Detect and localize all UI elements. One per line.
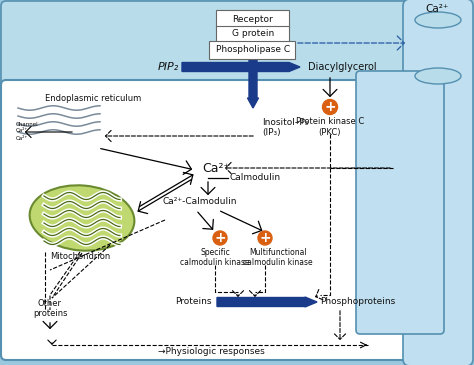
FancyArrow shape — [247, 58, 258, 108]
Text: Phosphoproteins: Phosphoproteins — [320, 297, 395, 307]
Text: Phospholipase C: Phospholipase C — [216, 46, 290, 54]
Text: Endoplasmic reticulum: Endoplasmic reticulum — [45, 94, 141, 103]
FancyBboxPatch shape — [217, 9, 290, 27]
Circle shape — [213, 231, 227, 245]
Text: G protein: G protein — [232, 30, 274, 38]
Text: Protein kinase C
(PKC): Protein kinase C (PKC) — [296, 117, 364, 137]
Circle shape — [258, 231, 272, 245]
FancyBboxPatch shape — [210, 41, 295, 58]
Text: Other
proteins: Other proteins — [33, 299, 67, 318]
Text: Inositol–P₃
(IP₃): Inositol–P₃ (IP₃) — [262, 118, 309, 137]
Ellipse shape — [29, 185, 134, 251]
Text: Specific
calmodulin kinase: Specific calmodulin kinase — [180, 248, 250, 268]
FancyBboxPatch shape — [356, 71, 444, 334]
Text: Ca²⁺: Ca²⁺ — [202, 161, 230, 174]
FancyArrow shape — [182, 62, 300, 72]
FancyBboxPatch shape — [1, 1, 409, 93]
Text: Channel: Channel — [16, 122, 38, 127]
Text: Proteins: Proteins — [175, 297, 212, 307]
Text: Calmodulin: Calmodulin — [230, 173, 281, 182]
FancyBboxPatch shape — [217, 26, 290, 42]
Ellipse shape — [415, 12, 461, 28]
Text: +: + — [324, 100, 336, 114]
Text: Ca²⁺: Ca²⁺ — [16, 128, 28, 134]
FancyArrow shape — [217, 297, 317, 307]
Ellipse shape — [415, 68, 461, 84]
Text: →Physiologic responses: →Physiologic responses — [158, 347, 264, 357]
Text: PIP₂: PIP₂ — [158, 62, 179, 72]
Text: Multifunctional
calmodulin kinase: Multifunctional calmodulin kinase — [243, 248, 313, 268]
Text: +: + — [259, 231, 271, 245]
FancyBboxPatch shape — [403, 0, 473, 365]
FancyBboxPatch shape — [1, 80, 409, 360]
Text: Receptor: Receptor — [233, 15, 273, 23]
Circle shape — [322, 100, 337, 115]
Text: Ca²⁺: Ca²⁺ — [425, 4, 449, 14]
Text: Ca²⁺: Ca²⁺ — [16, 135, 28, 141]
Text: Diacylglycerol: Diacylglycerol — [308, 62, 377, 72]
Text: Mitochondrion: Mitochondrion — [50, 252, 110, 261]
Text: Ca²⁺-Calmodulin: Ca²⁺-Calmodulin — [163, 197, 237, 207]
Text: +: + — [214, 231, 226, 245]
